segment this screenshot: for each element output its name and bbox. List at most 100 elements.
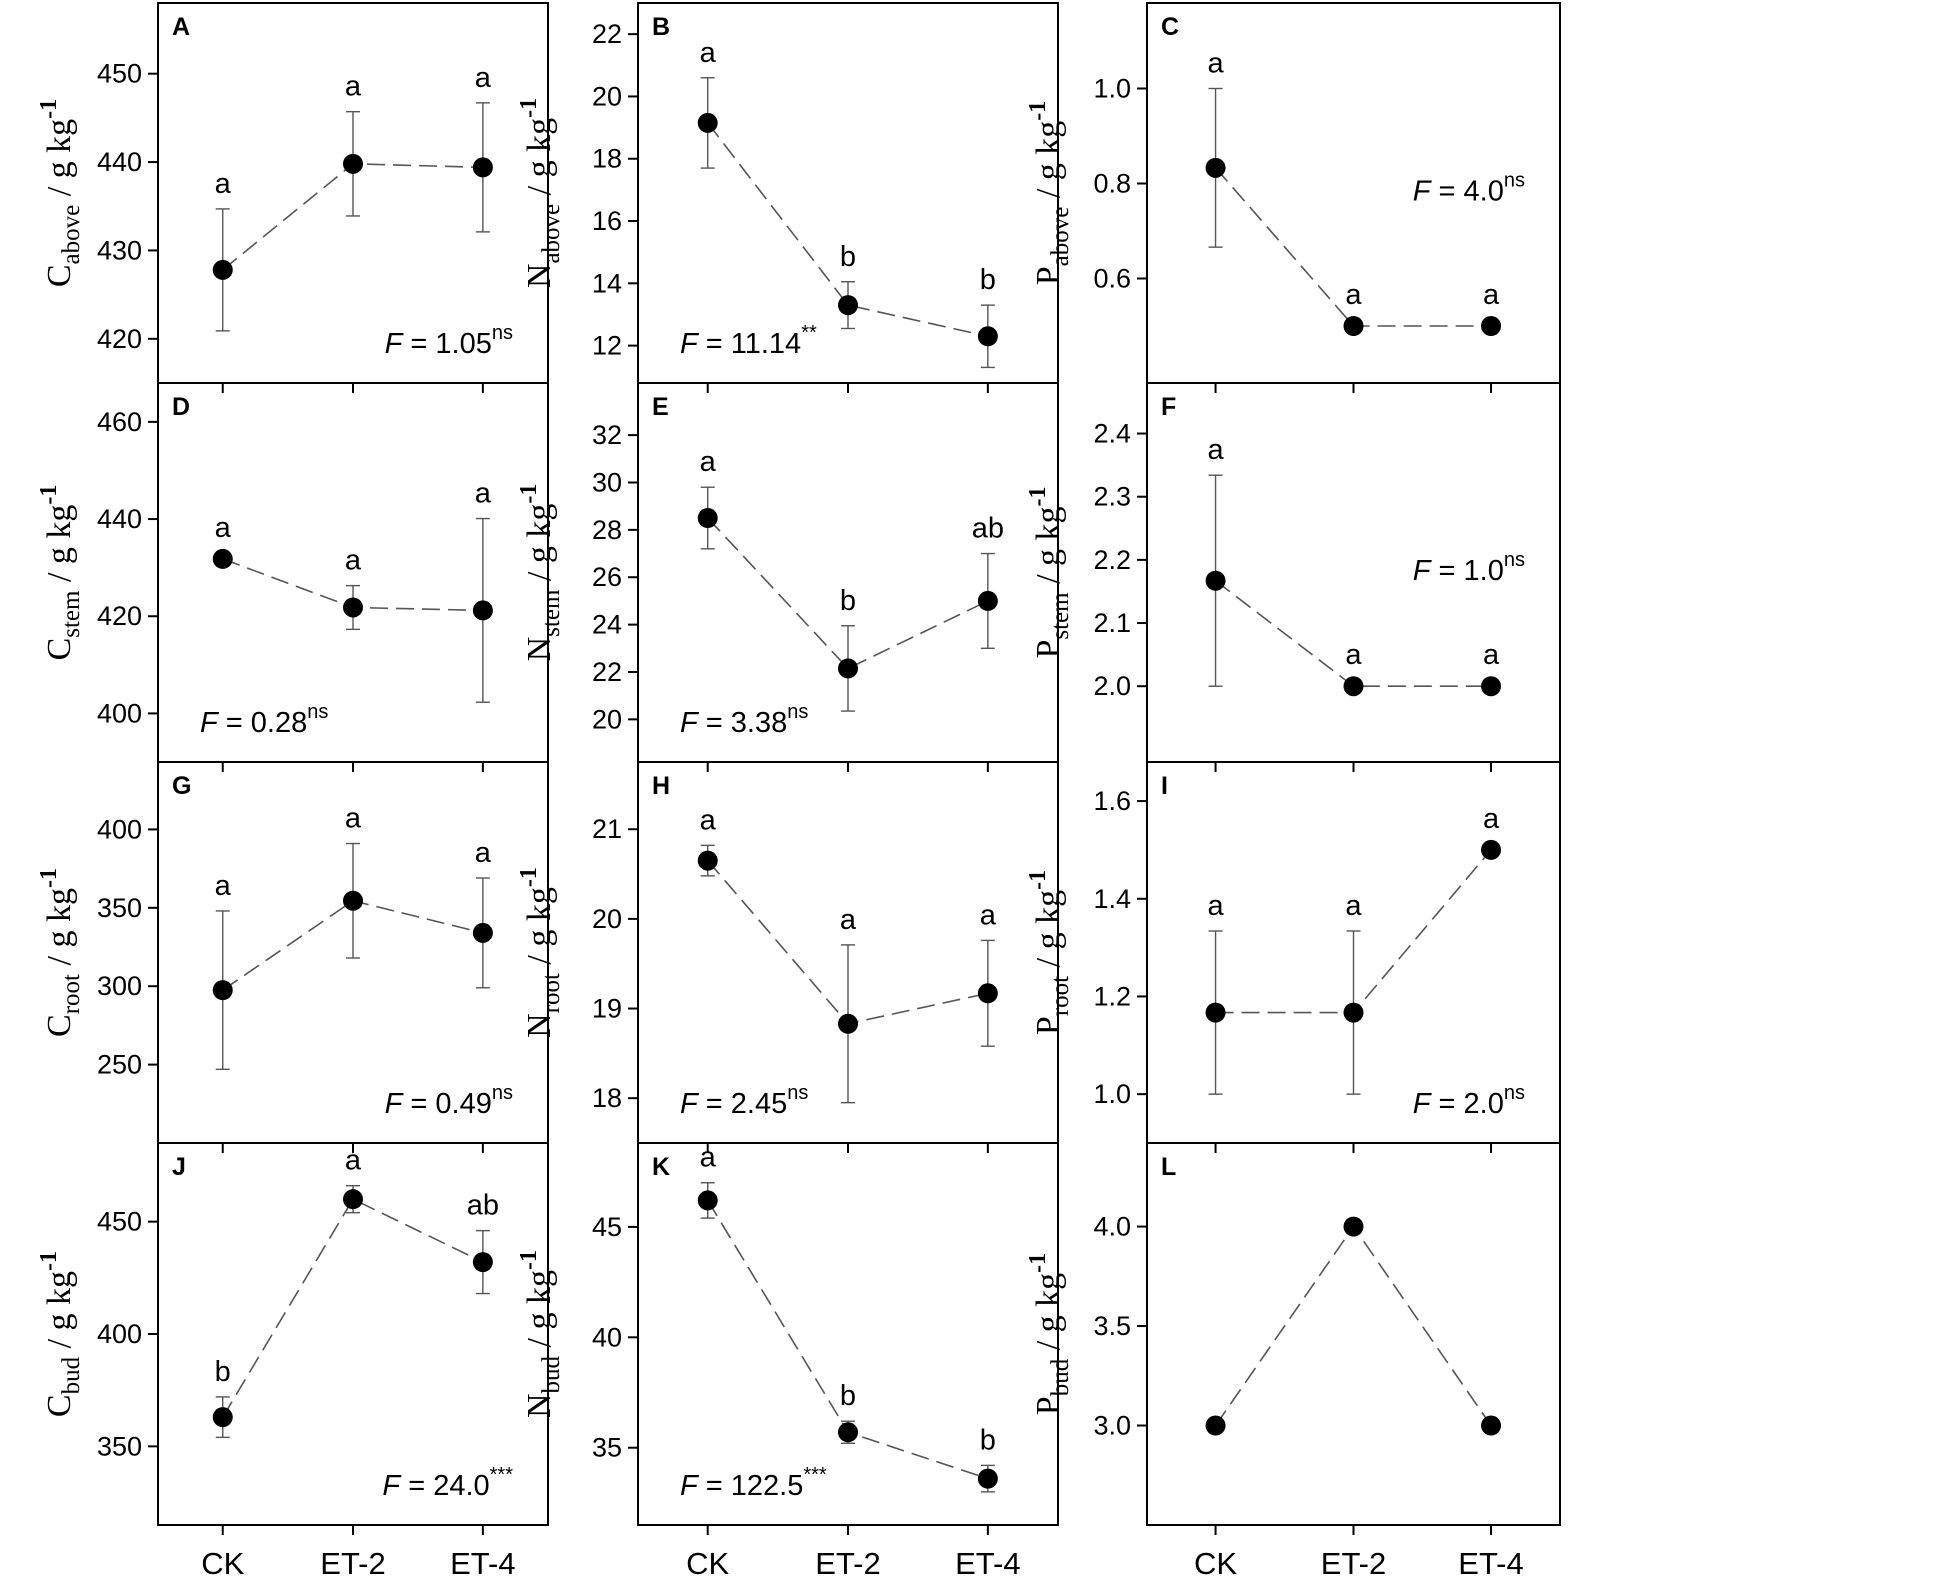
significance-letter: a: [475, 837, 492, 869]
significance-letter: a: [1345, 639, 1362, 671]
y-axis-label: Nabove / g kg-1: [516, 98, 565, 288]
data-point: [472, 922, 493, 943]
y-tick-label: 24: [592, 610, 622, 640]
panel-letter: B: [652, 13, 670, 41]
significance-letter: a: [1345, 279, 1362, 311]
y-tick-label: 40: [592, 1322, 622, 1352]
data-point: [472, 1252, 493, 1273]
panel-letter: F: [1161, 393, 1176, 421]
y-tick-label: 3.0: [1093, 1411, 1131, 1441]
y-tick-label: 20: [592, 904, 622, 934]
y-tick-label: 22: [592, 657, 622, 687]
x-tick-label: ET-2: [1321, 1546, 1386, 1581]
data-point: [697, 1190, 718, 1211]
panel-g: 250 300 350 400 G Croot / g kg-1 a a a F = 0.49ns: [36, 761, 549, 1153]
panel-letter: A: [172, 13, 190, 41]
f-statistic: F = 122.5***: [680, 1464, 827, 1502]
y-tick-label: 4.0: [1093, 1212, 1131, 1242]
f-statistic: F = 1.05ns: [385, 322, 513, 360]
y-tick-label: 2.2: [1093, 545, 1131, 575]
panel-i: 1.0 1.2 1.4 1.6 I Proot / g kg-1 a a a F = 2.0ns: [1025, 761, 1561, 1153]
x-tick-label: ET-2: [815, 1546, 880, 1581]
data-point: [343, 597, 363, 618]
significance-letter: a: [1345, 890, 1362, 922]
data-point: [1205, 157, 1226, 178]
f-statistic: F = 11.14**: [680, 322, 817, 360]
significance-letter: a: [1207, 890, 1224, 922]
y-axis-label: Pstem / g kg-1: [1025, 486, 1074, 658]
significance-letter: a: [980, 899, 997, 931]
data-point: [1481, 1415, 1502, 1436]
significance-letter: b: [840, 241, 856, 273]
significance-letter: ab: [972, 513, 1004, 545]
data-point: [343, 153, 363, 174]
y-tick-label: 350: [97, 893, 142, 923]
significance-letter: b: [840, 585, 856, 617]
y-tick-label: 45: [592, 1212, 622, 1242]
significance-letter: a: [700, 446, 717, 478]
y-tick-label: 440: [97, 147, 142, 177]
panel-letter: L: [1161, 1153, 1176, 1181]
significance-letter: b: [980, 1424, 996, 1456]
significance-letter: b: [980, 264, 996, 296]
data-point: [977, 590, 998, 611]
significance-letter: a: [345, 71, 362, 103]
data-point: [1481, 839, 1502, 860]
y-tick-label: 32: [592, 420, 622, 450]
y-tick-label: 1.0: [1093, 74, 1131, 104]
y-axis-label: Cbud / g kg-1: [36, 1251, 85, 1417]
y-tick-label: 400: [97, 698, 142, 728]
series-line: [707, 122, 989, 338]
significance-letter: b: [840, 1380, 856, 1412]
significance-letter: ab: [467, 1190, 499, 1222]
data-point: [1343, 316, 1364, 336]
y-tick-label: 440: [97, 504, 142, 534]
panel-d: 400 420 440 460 D Cstem / g kg-1 a a a F = 0.28ns: [36, 382, 549, 772]
significance-letter: a: [700, 804, 717, 836]
significance-letter: a: [215, 512, 232, 544]
y-tick-label: 0.6: [1093, 264, 1131, 294]
y-tick-label: 450: [97, 1207, 142, 1237]
data-point: [212, 980, 233, 1001]
y-tick-label: 430: [97, 235, 142, 265]
significance-letter: a: [345, 1145, 362, 1177]
y-tick-label: 460: [97, 407, 142, 437]
y-tick-label: 18: [592, 1083, 622, 1113]
significance-letter: a: [1483, 639, 1500, 671]
y-axis-label: Cstem / g kg-1: [36, 485, 85, 661]
panel-letter: G: [172, 772, 191, 800]
data-point: [838, 1013, 858, 1034]
series-line: [1214, 1225, 1492, 1426]
data-point: [343, 890, 363, 911]
f-statistic: F = 2.45ns: [680, 1082, 808, 1120]
x-tick-label: CK: [686, 1546, 729, 1581]
series-line: [707, 517, 989, 670]
data-point: [697, 850, 718, 871]
panel-c: 0.6 0.8 1.0 C Pabove / g kg-1 a a a F = 4.0ns: [1025, 2, 1561, 393]
significance-letter: a: [345, 545, 362, 577]
y-tick-label: 0.8: [1093, 169, 1131, 199]
y-tick-label: 420: [97, 601, 142, 631]
f-statistic: F = 4.0ns: [1413, 170, 1525, 208]
y-tick-label: 35: [592, 1433, 622, 1463]
data-point: [212, 259, 233, 280]
y-tick-label: 19: [592, 994, 622, 1024]
y-tick-label: 26: [592, 562, 622, 592]
data-point: [212, 548, 233, 569]
y-tick-label: 450: [97, 59, 142, 89]
data-point: [1205, 1415, 1226, 1436]
data-point: [1481, 676, 1502, 697]
y-axis-label: Pabove / g kg-1: [1025, 101, 1074, 286]
y-tick-label: 14: [592, 268, 622, 298]
y-tick-label: 1.2: [1093, 981, 1131, 1011]
panel-letter: K: [652, 1153, 670, 1181]
y-tick-label: 18: [592, 144, 622, 174]
y-tick-label: 2.0: [1093, 671, 1131, 701]
significance-letter: a: [700, 37, 717, 69]
data-point: [697, 508, 718, 529]
data-point: [1205, 1002, 1226, 1023]
data-point: [1481, 316, 1502, 336]
data-point: [212, 1407, 233, 1428]
significance-letter: a: [1483, 803, 1500, 835]
